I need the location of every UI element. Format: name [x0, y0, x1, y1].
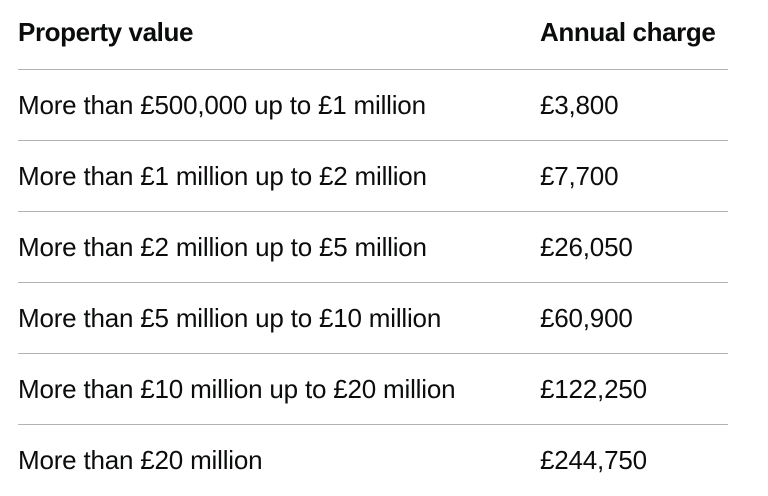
annual-charge-cell: £60,900: [540, 302, 633, 333]
property-value-cell: More than £500,000 up to £1 million: [18, 89, 426, 120]
charges-table: Property value Annual charge More than £…: [18, 0, 728, 496]
table-row: More than £10 million up to £20 million …: [18, 354, 728, 425]
table-row: More than £2 million up to £5 million £2…: [18, 212, 728, 283]
annual-charge-cell: £26,050: [540, 231, 633, 262]
annual-charge-cell: £7,700: [540, 160, 619, 191]
table-row: More than £5 million up to £10 million £…: [18, 283, 728, 354]
property-value-cell: More than £2 million up to £5 million: [18, 231, 427, 262]
annual-charge-cell: £244,750: [540, 445, 647, 475]
column-header-property-value: Property value: [18, 17, 194, 47]
annual-charge-cell: £3,800: [540, 89, 619, 120]
column-header-annual-charge: Annual charge: [540, 17, 716, 47]
table-row: More than £500,000 up to £1 million £3,8…: [18, 70, 728, 141]
table-row: More than £20 million £244,750: [18, 425, 728, 496]
property-value-cell: More than £10 million up to £20 million: [18, 373, 456, 404]
property-value-cell: More than £5 million up to £10 million: [18, 302, 442, 333]
table-row: More than £1 million up to £2 million £7…: [18, 141, 728, 212]
property-value-cell: More than £20 million: [18, 445, 263, 475]
table-header-row: Property value Annual charge: [18, 0, 728, 70]
annual-charge-cell: £122,250: [540, 373, 647, 404]
property-value-cell: More than £1 million up to £2 million: [18, 160, 427, 191]
